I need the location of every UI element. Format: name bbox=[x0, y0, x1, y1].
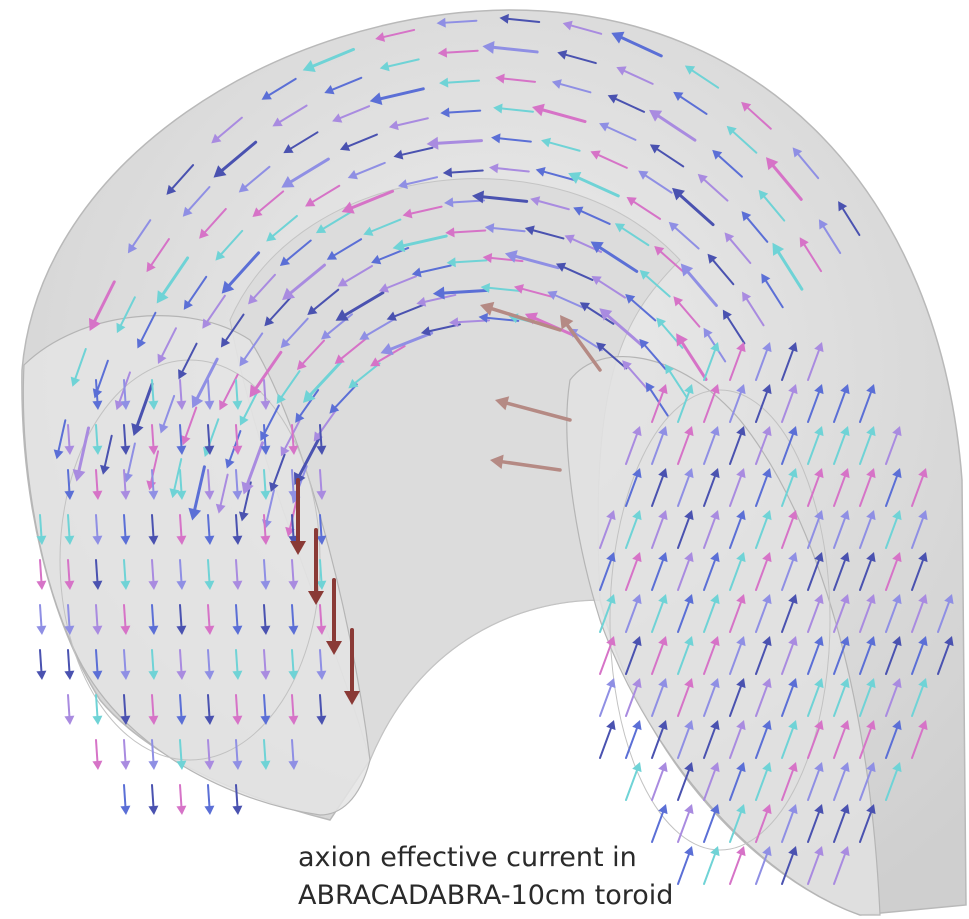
arrow bbox=[652, 804, 668, 842]
arrow bbox=[36, 605, 46, 635]
arrow bbox=[176, 785, 186, 815]
page: axion effective current in ABRACADABRA-1… bbox=[0, 0, 969, 919]
arrow bbox=[678, 846, 694, 884]
arrow bbox=[626, 762, 642, 800]
caption-line: ABRACADABRA-10cm toroid bbox=[298, 880, 673, 911]
arrow bbox=[730, 846, 746, 884]
arrow bbox=[626, 720, 642, 758]
arrow bbox=[704, 804, 720, 842]
toroid-figure: axion effective current in ABRACADABRA-1… bbox=[0, 0, 969, 919]
arrow bbox=[204, 785, 214, 815]
arrow bbox=[120, 740, 130, 770]
arrow bbox=[148, 785, 158, 815]
arrow bbox=[600, 678, 616, 716]
caption-line: axion effective current in bbox=[298, 842, 637, 873]
arrow bbox=[120, 785, 130, 815]
arrow bbox=[64, 695, 74, 725]
arrow bbox=[64, 650, 74, 680]
arrow bbox=[600, 720, 616, 758]
arrow bbox=[652, 762, 668, 800]
arrow bbox=[36, 650, 46, 680]
arrow bbox=[92, 740, 102, 770]
arrow bbox=[678, 804, 694, 842]
arrow bbox=[704, 846, 720, 884]
